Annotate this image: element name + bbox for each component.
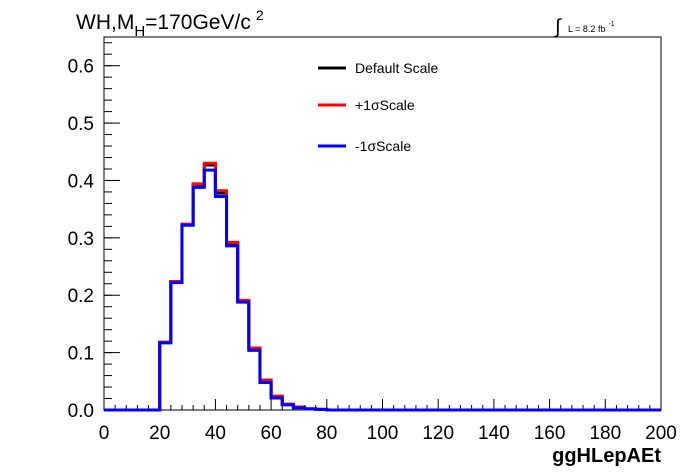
x-tick-label: 160 xyxy=(534,423,566,444)
series-line-plus-1sigma-scale xyxy=(104,161,661,412)
lumi-integral-symbol: ∫ xyxy=(554,16,562,38)
x-tick-label: 20 xyxy=(149,423,170,444)
x-tick-label: 200 xyxy=(645,423,677,444)
x-tick-label: 120 xyxy=(422,423,454,444)
title-value: =170GeV/c xyxy=(145,11,251,34)
x-tick-label: 80 xyxy=(316,423,337,444)
series-layer xyxy=(104,161,661,412)
y-tick-label: 0.0 xyxy=(68,401,94,422)
y-tick-label: 0.2 xyxy=(68,286,94,307)
y-tick-label: 0.1 xyxy=(68,344,94,365)
title-subscript: H xyxy=(134,23,145,40)
title-main: WH,M xyxy=(76,11,134,34)
legend-label-default: Default Scale xyxy=(355,60,438,76)
title-superscript: 2 xyxy=(256,7,264,23)
y-axis: 0.0 0.1 0.2 0.3 0.4 0.5 0.6 xyxy=(68,42,120,422)
chart-title: WH,MH=170GeV/c 2 xyxy=(76,7,264,40)
x-tick-label: 180 xyxy=(589,423,621,444)
x-axis-label: ggHLepAEt xyxy=(552,445,661,467)
legend-label-minus: -1σScale xyxy=(355,138,411,154)
x-tick-label: 140 xyxy=(478,423,510,444)
series-line-minus-1sigma-scale xyxy=(104,168,661,412)
y-tick-label: 0.3 xyxy=(68,229,94,250)
legend-label-plus: +1σScale xyxy=(355,97,415,113)
y-tick-label: 0.5 xyxy=(68,114,94,135)
x-tick-label: 60 xyxy=(261,423,282,444)
x-tick-label: 0 xyxy=(99,423,110,444)
legend: Default Scale +1σScale -1σScale xyxy=(318,60,438,154)
lumi-text: L = 8.2 fb xyxy=(568,24,605,34)
x-axis: 0 20 40 60 80 100 120 140 160 180 200 xyxy=(99,399,677,444)
x-tick-label: 40 xyxy=(205,423,226,444)
y-tick-label: 0.6 xyxy=(68,57,94,78)
series-line-default-scale xyxy=(104,163,661,412)
y-tick-label: 0.4 xyxy=(68,171,95,192)
lumi-label: L = 8.2 fb -1 xyxy=(568,21,615,34)
lumi-superscript: -1 xyxy=(608,21,614,28)
x-tick-label: 100 xyxy=(367,423,399,444)
